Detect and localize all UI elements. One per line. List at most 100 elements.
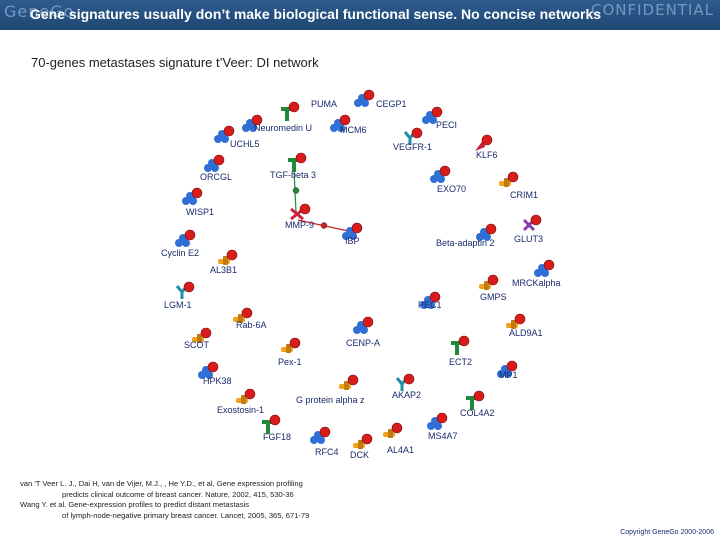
node-label: GMPS	[480, 292, 507, 302]
network-node-pec1[interactable]: PEC1	[418, 291, 442, 310]
red-dot-icon	[481, 134, 493, 146]
red-dot-icon	[299, 203, 311, 215]
network-node-mp1[interactable]: MP1	[497, 360, 518, 380]
network-node-exostosin-1[interactable]: Exostosin-1	[217, 388, 264, 415]
green-t-shape-icon	[451, 341, 463, 355]
slide-title: Gene signatures usually don’t make biolo…	[30, 6, 602, 22]
copyright-text: Copyright GeneGo 2000-2006	[620, 529, 714, 536]
red-dot-icon	[514, 313, 526, 325]
network-node-uchl5[interactable]: UCHL5	[214, 125, 260, 149]
red-dot-icon	[351, 222, 363, 234]
node-label: Pex-1	[278, 357, 302, 367]
green-t-shape-icon	[281, 107, 293, 121]
network-node-crim1[interactable]: CRIM1	[499, 171, 538, 200]
network-node-akap2[interactable]: AKAP2	[392, 373, 421, 400]
network-node-orcgl[interactable]: ORCGL	[200, 154, 232, 182]
reference-line: predicts clinical outcome of breast canc…	[62, 489, 294, 499]
orange-bar-icon	[218, 256, 230, 265]
node-label: Exostosin-1	[217, 405, 264, 415]
red-dot-icon	[295, 152, 307, 164]
network-node-cyclin-e2[interactable]: Cyclin E2	[161, 229, 199, 258]
network-node-tgf-beta-3[interactable]: TGF-beta 3	[270, 152, 316, 180]
network-edges	[292, 168, 349, 232]
network-node-ald9a1[interactable]: ALD9A1	[506, 313, 543, 338]
network-node-glut3[interactable]: GLUT3	[514, 214, 543, 244]
node-label: RFC4	[315, 447, 339, 457]
node-label: PUMA	[311, 99, 337, 109]
network-node-cenp-a[interactable]: CENP-A	[346, 316, 380, 348]
blue-cluster-icon	[242, 119, 257, 132]
node-label: SCOT	[184, 340, 210, 350]
network-node-ms4a7[interactable]: MS4A7	[427, 412, 458, 441]
red-dot-icon	[530, 214, 542, 226]
reference-line: Wang Y. et al. Gene-expression profiles …	[20, 500, 250, 510]
red-dot-icon	[362, 316, 374, 328]
node-label: HPK38	[203, 376, 232, 386]
node-label: LGM-1	[164, 300, 192, 310]
node-label: KLF6	[476, 150, 498, 160]
green-t-shape-icon	[466, 396, 478, 410]
network-node-col4a2[interactable]: COL4A2	[460, 390, 495, 418]
network-node-beta-adaptin-2[interactable]: Beta-adaptin 2	[436, 223, 497, 248]
red-dot-icon	[241, 307, 253, 319]
network-node-al3b1[interactable]: AL3B1	[210, 249, 238, 275]
red-dot-icon	[543, 259, 555, 271]
orange-bar-icon	[233, 314, 245, 323]
network-node-ect2[interactable]: ECT2	[449, 335, 472, 367]
node-label: EXO70	[437, 184, 466, 194]
network-node-cegp1[interactable]: CEGP1	[354, 89, 407, 109]
network-node-wisp1[interactable]: WISP1	[182, 187, 214, 217]
blue-cluster-icon	[342, 227, 357, 240]
edge-marker	[320, 222, 328, 229]
network-node-ibp[interactable]: IBP	[342, 222, 363, 246]
network-node-neuromedin-u[interactable]: Neuromedin U	[242, 114, 312, 133]
red-dot-icon	[487, 274, 499, 286]
node-label: COL4A2	[460, 408, 495, 418]
orange-bar-icon	[499, 178, 511, 187]
network-node-klf6[interactable]: KLF6	[475, 134, 498, 160]
orange-bar-icon	[506, 320, 518, 329]
node-label: Beta-adaptin 2	[436, 238, 495, 248]
red-dot-icon	[213, 154, 225, 166]
red-dot-icon	[207, 361, 219, 373]
node-label: Rab-6A	[236, 320, 267, 330]
red-dot-icon	[184, 229, 196, 241]
node-label: PECI	[436, 120, 457, 130]
network-node-rfc4[interactable]: RFC4	[310, 426, 339, 457]
red-dot-icon	[244, 388, 256, 400]
red-dot-icon	[289, 337, 301, 349]
node-label: ECT2	[449, 357, 472, 367]
red-dot-icon	[223, 125, 235, 137]
network-node-rab-6a[interactable]: Rab-6A	[233, 307, 267, 330]
red-dot-icon	[431, 106, 443, 118]
network-node-peci[interactable]: PECI	[422, 106, 457, 130]
network-node-puma[interactable]: PUMA	[281, 99, 337, 121]
blue-cluster-icon	[330, 119, 345, 132]
header-bar: GeneGo CONFIDENTIAL Gene signatures usua…	[0, 0, 720, 30]
network-node-pex-1[interactable]: Pex-1	[278, 337, 302, 367]
network-node-mcm6[interactable]: MCM6	[330, 114, 367, 135]
network-node-al4a1[interactable]: AL4A1	[383, 422, 414, 455]
reference-line: of lymph-node-negative primary breast ca…	[62, 510, 310, 520]
reference-line: van 'T Veer L. J., Dai H, van de Vijer, …	[20, 479, 303, 488]
network-node-fgf18[interactable]: FGF18	[262, 414, 291, 442]
network-node-gmps[interactable]: GMPS	[479, 274, 507, 302]
network-node-hpk38[interactable]: HPK38	[198, 361, 232, 386]
network-node-mrckalpha[interactable]: MRCKalpha	[512, 259, 561, 288]
red-dot-icon	[411, 127, 423, 139]
network-node-mmp-9[interactable]: MMP-9	[285, 203, 314, 230]
network-node-g-protein-alpha-z[interactable]: G protein alpha z	[296, 374, 365, 405]
red-dot-icon	[458, 335, 470, 347]
network-node-lgm-1[interactable]: LGM-1	[164, 281, 195, 310]
network-node-scot[interactable]: SCOT	[184, 327, 212, 350]
red-dot-icon	[485, 223, 497, 235]
node-label: WISP1	[186, 207, 214, 217]
red-dot-icon	[191, 187, 203, 199]
red-scissors-icon	[290, 207, 304, 221]
network-node-vegfr-1[interactable]: VEGFR-1	[393, 127, 432, 152]
orange-bar-icon	[281, 344, 293, 353]
red-dot-icon	[200, 327, 212, 339]
blue-cluster-icon	[430, 170, 445, 183]
network-node-exo70[interactable]: EXO70	[430, 165, 466, 194]
network-node-dck[interactable]: DCK	[350, 433, 373, 460]
